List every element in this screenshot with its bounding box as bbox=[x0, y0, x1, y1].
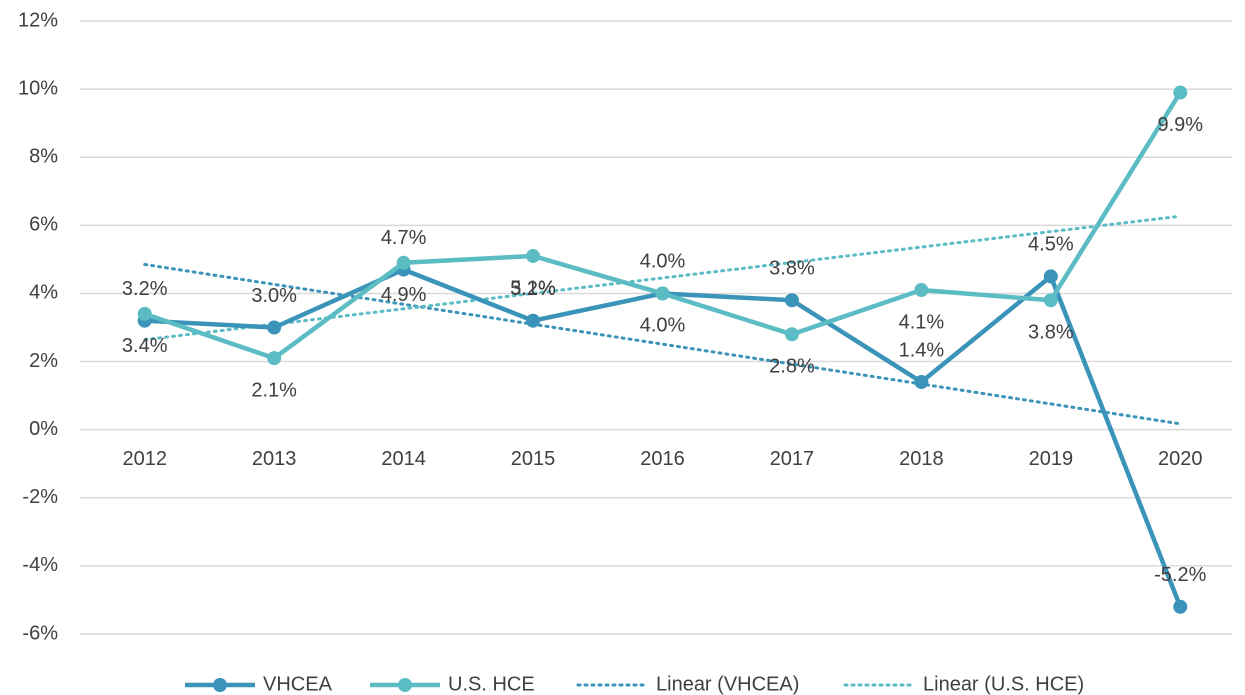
x-tick-label: 2014 bbox=[381, 448, 426, 470]
legend-swatch bbox=[213, 678, 227, 692]
x-tick-label: 2020 bbox=[1158, 448, 1203, 470]
trendline bbox=[143, 262, 1182, 426]
data-label: 4.0% bbox=[640, 251, 686, 273]
y-tick-label: 4% bbox=[29, 282, 58, 304]
data-label: 3.8% bbox=[1028, 322, 1074, 344]
data-label: 2.8% bbox=[769, 356, 815, 378]
data-label: 4.7% bbox=[381, 227, 427, 249]
legend-label: U.S. HCE bbox=[448, 673, 535, 695]
y-tick-label: -2% bbox=[22, 486, 58, 508]
y-tick-label: 12% bbox=[18, 9, 58, 31]
point bbox=[914, 374, 929, 389]
data-label: 2.1% bbox=[251, 379, 297, 401]
x-tick-label: 2015 bbox=[511, 448, 556, 470]
point bbox=[1043, 293, 1058, 308]
data-label: 9.9% bbox=[1157, 114, 1203, 136]
data-label: 3.2% bbox=[122, 278, 168, 300]
point bbox=[784, 293, 799, 308]
data-label: 3.4% bbox=[122, 335, 168, 357]
x-tick-label: 2013 bbox=[252, 448, 297, 470]
x-tick-label: 2018 bbox=[899, 448, 944, 470]
y-tick-label: 0% bbox=[29, 418, 58, 440]
point bbox=[267, 320, 282, 335]
legend-label: Linear (VHCEA) bbox=[656, 673, 799, 695]
legend-label: VHCEA bbox=[263, 673, 333, 695]
point bbox=[784, 327, 799, 342]
point bbox=[1173, 85, 1188, 100]
point bbox=[526, 248, 541, 263]
point bbox=[396, 255, 411, 270]
data-label: 3.8% bbox=[769, 258, 815, 280]
x-tick-label: 2012 bbox=[122, 448, 167, 470]
point bbox=[655, 286, 670, 301]
data-label: 5.1% bbox=[510, 277, 556, 299]
legend-swatch bbox=[398, 678, 412, 692]
trendline bbox=[143, 214, 1182, 342]
y-tick-label: 10% bbox=[18, 77, 58, 99]
data-label: -5.2% bbox=[1154, 564, 1206, 586]
point bbox=[1043, 269, 1058, 284]
data-label: 3.2% bbox=[510, 278, 556, 300]
data-label: 4.1% bbox=[899, 311, 945, 333]
y-tick-label: 6% bbox=[29, 214, 58, 236]
data-label: 1.4% bbox=[899, 339, 945, 361]
x-tick-label: 2017 bbox=[770, 448, 815, 470]
x-tick-label: 2016 bbox=[640, 448, 685, 470]
point bbox=[137, 306, 152, 321]
data-label: 4.5% bbox=[1028, 234, 1074, 256]
data-label: 3.0% bbox=[251, 285, 297, 307]
point bbox=[1173, 599, 1188, 614]
data-label: 4.0% bbox=[640, 315, 686, 337]
point bbox=[267, 351, 282, 366]
y-tick-label: 8% bbox=[29, 146, 58, 168]
point bbox=[914, 283, 929, 298]
y-tick-label: -6% bbox=[22, 622, 58, 644]
legend-label: Linear (U.S. HCE) bbox=[923, 673, 1084, 695]
data-label: 4.9% bbox=[381, 284, 427, 306]
point bbox=[526, 313, 541, 328]
y-tick-label: -4% bbox=[22, 554, 58, 576]
y-tick-label: 2% bbox=[29, 350, 58, 372]
x-tick-label: 2019 bbox=[1029, 448, 1074, 470]
